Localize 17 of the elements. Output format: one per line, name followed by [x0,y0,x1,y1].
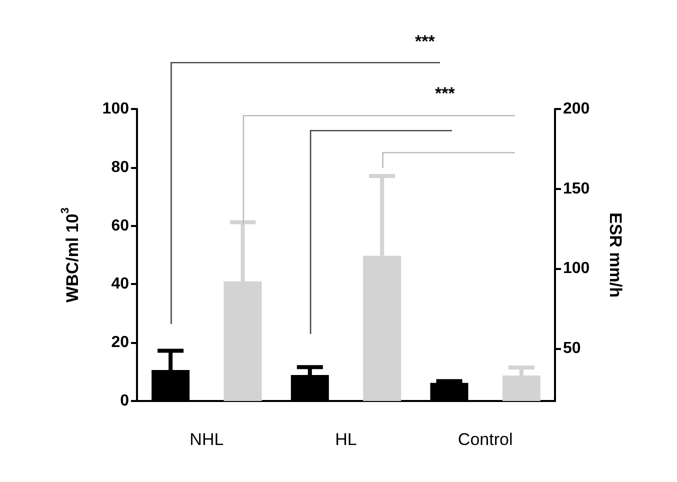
y-tick-label: 100 [102,100,130,118]
text: *** [435,84,456,103]
y-tick-label: 80 [111,158,130,176]
y-axis-title: WBC/ml 103 [60,208,82,302]
y2-tick-label: 150 [563,180,590,198]
x-tick-label: Control [458,430,513,449]
y-tick-label: 60 [111,217,130,234]
x-tick-label: NHL [190,430,224,449]
y2-axis-title: ESR mm/h [606,212,625,298]
y-tick-label: 20 [111,334,130,352]
x-tick-label: HL [335,430,357,449]
y2-tick-label: 100 [563,260,590,278]
y-tick-label: 40 [111,276,130,293]
y2-tick-label: 50 [563,340,581,357]
y2-tick-label: 200 [563,100,590,118]
y-tick-label: 0 [120,392,130,410]
text: *** [415,32,436,51]
